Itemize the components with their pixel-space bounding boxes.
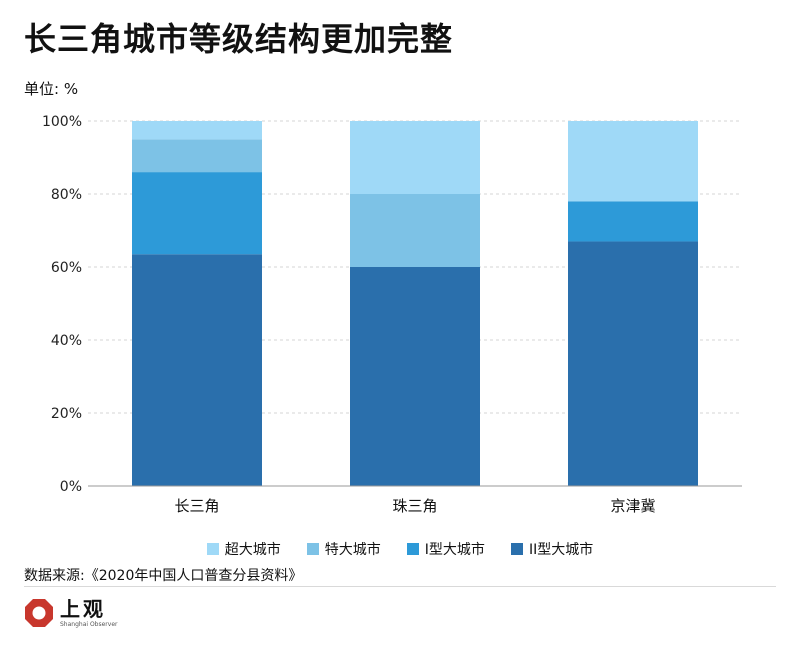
bar-segment: [568, 201, 698, 242]
legend-item: I型大城市: [406, 539, 485, 559]
y-tick-label: 100%: [42, 114, 82, 130]
y-tick-label: 0%: [60, 479, 82, 495]
x-tick-label: 长三角: [174, 497, 219, 515]
data-source: 数据来源:《2020年中国人口普查分县资料》: [24, 568, 303, 584]
unit-label: 单位: %: [24, 80, 79, 98]
bar-segment: [132, 121, 262, 140]
logo-subtitle: Shanghai Observer: [60, 620, 118, 628]
legend-label: 特大城市: [324, 542, 381, 558]
legend-swatch: [306, 543, 319, 555]
legend-swatch: [510, 543, 523, 555]
x-tick-label: 珠三角: [392, 497, 437, 515]
legend-swatch: [406, 543, 419, 555]
chart-title: 长三角城市等级结构更加完整: [24, 20, 454, 58]
x-tick-label: 京津冀: [610, 497, 655, 515]
bar-segment: [568, 121, 698, 202]
bar-segment: [132, 172, 262, 255]
legend-swatch: [206, 543, 219, 555]
bar-segment: [568, 241, 698, 486]
legend-label: II型大城市: [528, 542, 594, 558]
y-tick-label: 60%: [51, 260, 82, 276]
legend-item: 超大城市: [206, 539, 281, 559]
logo-name: 上观: [60, 596, 106, 621]
legend-label: 超大城市: [224, 542, 281, 558]
bar-segment: [132, 254, 262, 486]
bar-segment: [350, 194, 480, 267]
divider: [24, 586, 776, 587]
y-tick-label: 20%: [51, 406, 82, 422]
bar-segment: [350, 121, 480, 194]
legend-item: II型大城市: [510, 539, 594, 559]
legend: 超大城市 特大城市 I型大城市 II型大城市: [0, 539, 800, 559]
bar-segment: [132, 139, 262, 173]
logo-emblem-icon: [25, 599, 53, 627]
y-tick-label: 80%: [51, 187, 82, 203]
legend-label: I型大城市: [424, 542, 485, 558]
stacked-bar-chart: 0% 20% 40% 60% 80% 100% 长三角 珠三角 京津冀: [42, 114, 742, 515]
bar-segment: [350, 267, 480, 486]
legend-item: 特大城市: [306, 539, 381, 559]
y-tick-label: 40%: [51, 333, 82, 349]
publisher-logo: 上观 Shanghai Observer: [24, 598, 117, 628]
